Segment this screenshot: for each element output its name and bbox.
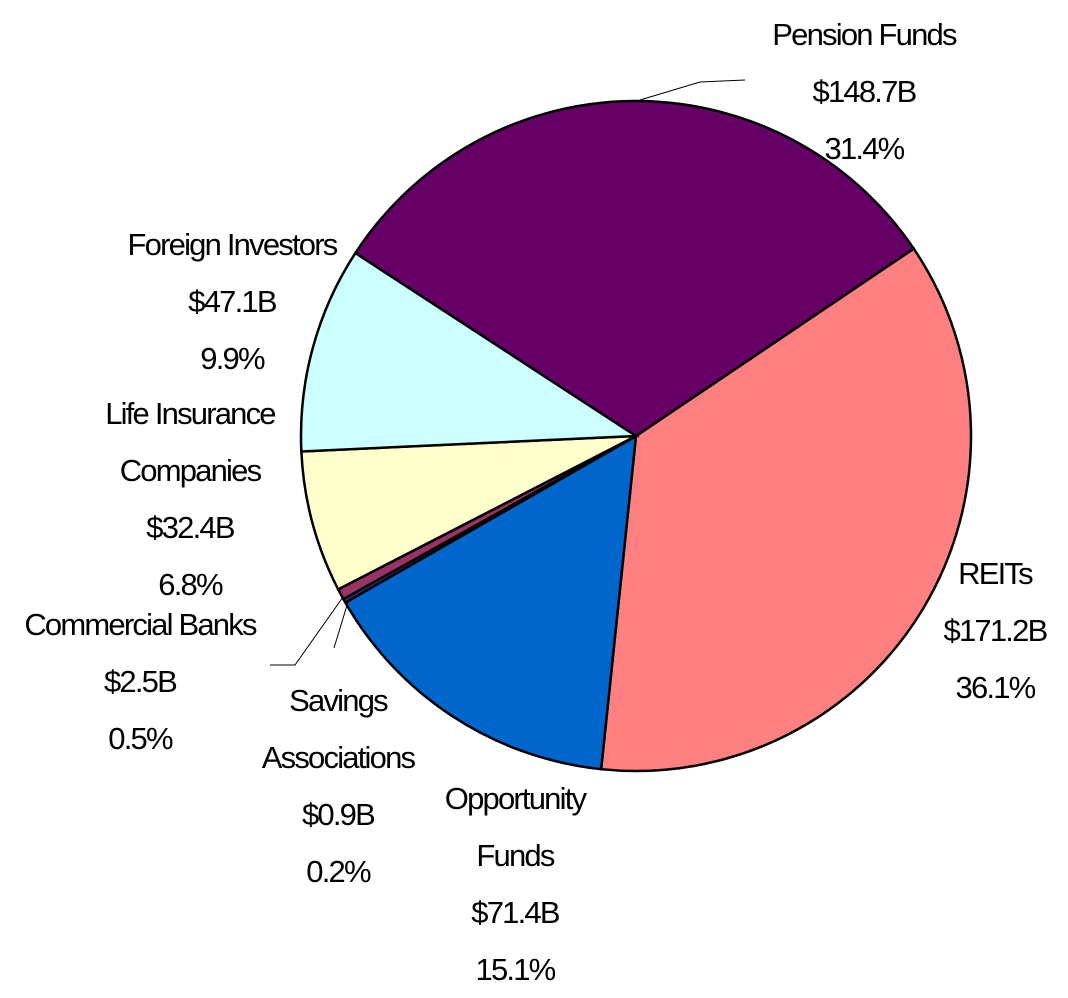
- pie-slice: [353, 99, 916, 438]
- leader-line: [270, 596, 344, 666]
- value-label: $148.7B: [812, 74, 918, 109]
- value-label: $47.1B: [188, 284, 277, 319]
- category-label: Pension Funds: [772, 17, 957, 52]
- percent-label: 31.4%: [824, 131, 906, 166]
- slice-label: Savings Associations $0.9B 0.2%: [238, 672, 438, 900]
- slice-label: Foreign Investors $47.1B 9.9%: [97, 216, 367, 387]
- slice-label: REITs $171.2B 36.1%: [915, 545, 1068, 716]
- percent-label: 6.8%: [158, 567, 223, 602]
- chart: [270, 79, 973, 773]
- pie-slice: [343, 433, 638, 771]
- pie-slice: [299, 251, 640, 453]
- slice-label: Pension Funds $148.7B 31.4%: [734, 6, 994, 177]
- value-label: $71.4B: [471, 895, 560, 930]
- leader-line: [333, 601, 349, 649]
- percent-label: 15.1%: [475, 952, 557, 987]
- category-label: Life Insurance Companies: [105, 396, 276, 488]
- percent-label: 0.5%: [108, 721, 173, 756]
- value-label: $0.9B: [301, 797, 376, 832]
- leader-line: [639, 79, 746, 101]
- value-label: $171.2B: [943, 613, 1049, 648]
- percent-label: 9.9%: [200, 341, 265, 376]
- category-label: REITs: [958, 556, 1033, 591]
- category-label: Commercial Banks: [24, 607, 257, 642]
- percent-label: 36.1%: [955, 670, 1037, 705]
- value-label: $2.5B: [103, 664, 178, 699]
- value-label: $32.4B: [146, 510, 235, 545]
- page: {"chart_data": {"type": "pie", "categori…: [0, 6, 1068, 987]
- category-label: Foreign Investors: [127, 227, 339, 262]
- pie-slice: [300, 434, 637, 592]
- category-label: Savings Associations: [261, 683, 416, 775]
- slice-label: Commercial Banks $2.5B 0.5%: [0, 596, 285, 767]
- percent-label: 0.2%: [306, 854, 371, 889]
- category-label: Opportunity Funds: [444, 781, 587, 873]
- pie-slice: [599, 246, 973, 773]
- slice-label: Life Insurance Companies $32.4B 6.8%: [80, 385, 300, 613]
